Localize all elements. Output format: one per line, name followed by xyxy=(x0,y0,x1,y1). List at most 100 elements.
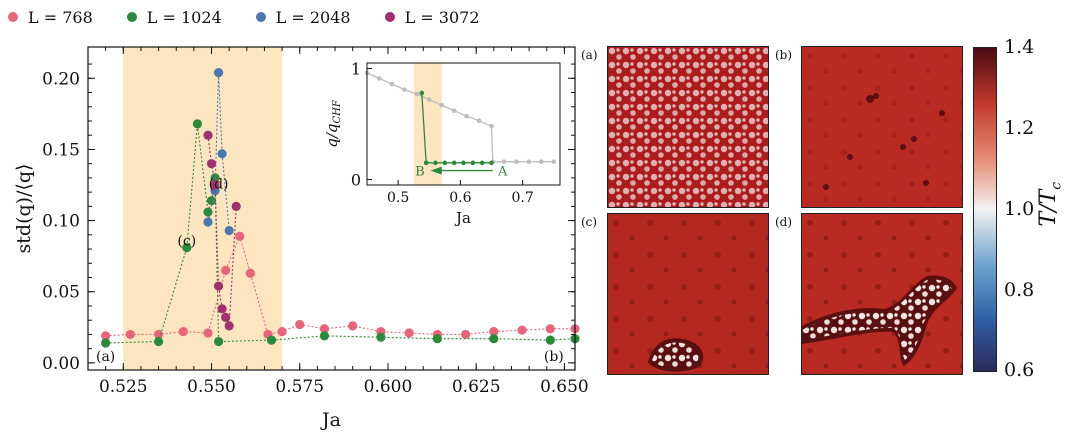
data-point xyxy=(545,324,555,334)
data-point xyxy=(376,332,386,342)
series-line-2 xyxy=(207,72,230,231)
inset-x-tick-label: 0.7 xyxy=(512,190,534,206)
inset-data-point xyxy=(419,90,425,96)
inset-data-point xyxy=(470,160,476,166)
inset-x-tick-label: 0.6 xyxy=(449,190,471,206)
colorbar-label: T/Tc xyxy=(1036,182,1064,227)
data-point xyxy=(224,225,234,236)
legend-marker xyxy=(8,12,18,22)
data-point xyxy=(489,326,499,337)
inset-data-point xyxy=(439,102,445,108)
y-tick-label: 0.15 xyxy=(42,140,80,160)
legend-label: L = 2048 xyxy=(275,7,351,27)
x-tick-label: 0.625 xyxy=(452,377,501,397)
legend-marker xyxy=(255,12,266,22)
data-point xyxy=(235,231,245,241)
data-point xyxy=(203,130,213,140)
series-line-1 xyxy=(105,123,576,344)
inset-x-label: Ja xyxy=(454,209,471,227)
colorbar-tick: 0.8 xyxy=(1004,279,1035,301)
inset-data-point xyxy=(501,159,507,165)
x-tick-label: 0.575 xyxy=(275,377,324,397)
boiling-pattern-a xyxy=(608,47,768,207)
data-point xyxy=(182,243,192,253)
data-point xyxy=(461,329,471,340)
inset-data-point xyxy=(551,159,557,165)
inset-data-point xyxy=(433,160,438,166)
inset-data-point xyxy=(442,160,448,166)
colorbar-tick: 0.6 xyxy=(1004,359,1035,381)
data-point xyxy=(295,319,305,330)
inset-data-point xyxy=(489,160,494,166)
snapshot-panel-c xyxy=(607,213,769,375)
data-point xyxy=(489,334,499,344)
data-point xyxy=(101,338,111,348)
data-point xyxy=(203,217,213,227)
data-point xyxy=(432,334,442,344)
inset-data-point xyxy=(526,159,532,165)
boiling-pattern-b xyxy=(802,47,962,207)
inset-data-point xyxy=(461,160,466,166)
inset-data-point xyxy=(514,159,519,165)
data-point xyxy=(206,159,217,169)
annotation: (b) xyxy=(544,349,564,365)
legend-marker xyxy=(384,12,395,22)
inset-label-B: B xyxy=(415,165,425,180)
legend-item: L = 3072 xyxy=(384,7,480,27)
data-point xyxy=(221,265,231,275)
inset-shaded-region xyxy=(413,63,442,185)
x-axis-label: Ja xyxy=(320,409,341,431)
data-point xyxy=(217,304,227,314)
data-point xyxy=(206,196,217,206)
y-tick-label: 0.00 xyxy=(42,354,80,374)
annotation: (c) xyxy=(177,234,196,250)
inset-data-point xyxy=(489,123,494,129)
inset-data-point xyxy=(389,81,395,87)
plot-frame xyxy=(87,46,576,371)
inset-data-point xyxy=(539,159,544,165)
legend-item: L = 1024 xyxy=(126,7,222,27)
inset-y-label-sub: CHF xyxy=(332,99,343,123)
boiling-pattern-d xyxy=(802,214,962,374)
colorbar-tick: 1.4 xyxy=(1004,36,1035,58)
panel-label-b: (b) xyxy=(775,48,793,62)
legend-label: L = 3072 xyxy=(404,7,480,27)
legend-label: L = 1024 xyxy=(146,7,222,27)
data-point xyxy=(319,324,330,334)
snapshot-panel-b xyxy=(801,46,963,208)
y-axis-label: std(q)/⟨q⟩ xyxy=(13,164,35,254)
shaded-region xyxy=(123,47,283,370)
colorbar-label-main: T/T xyxy=(1036,189,1062,227)
annotation: (d) xyxy=(209,177,229,193)
inset-label-A: A xyxy=(497,165,508,180)
inset-y-tick-label: 1 xyxy=(351,60,361,79)
inset-data-point xyxy=(479,160,485,166)
data-point xyxy=(266,335,277,345)
boiling-pattern-c xyxy=(608,214,768,374)
y-tick-label: 0.10 xyxy=(42,212,80,232)
snapshot-panel-a xyxy=(607,46,769,208)
data-point xyxy=(153,329,164,340)
inset-data-point xyxy=(426,97,432,102)
legend-item: L = 2048 xyxy=(255,7,351,27)
data-point xyxy=(101,331,111,341)
data-point xyxy=(319,331,330,341)
inset-y-tick-label: 0 xyxy=(351,170,361,189)
x-tick-label: 0.525 xyxy=(99,377,148,397)
legend-marker xyxy=(126,12,137,22)
data-point xyxy=(404,328,414,338)
panel-label-c: (c) xyxy=(581,215,598,229)
data-point xyxy=(221,312,231,322)
data-point xyxy=(213,336,224,347)
inset-data-point xyxy=(423,160,429,166)
data-point xyxy=(231,201,241,211)
data-point xyxy=(348,321,358,331)
data-point xyxy=(213,281,224,291)
inset-data-point xyxy=(377,76,382,81)
inset-data-point xyxy=(402,87,407,92)
data-point xyxy=(203,328,213,338)
panel-label-a: (a) xyxy=(581,48,598,62)
data-point xyxy=(217,149,227,159)
